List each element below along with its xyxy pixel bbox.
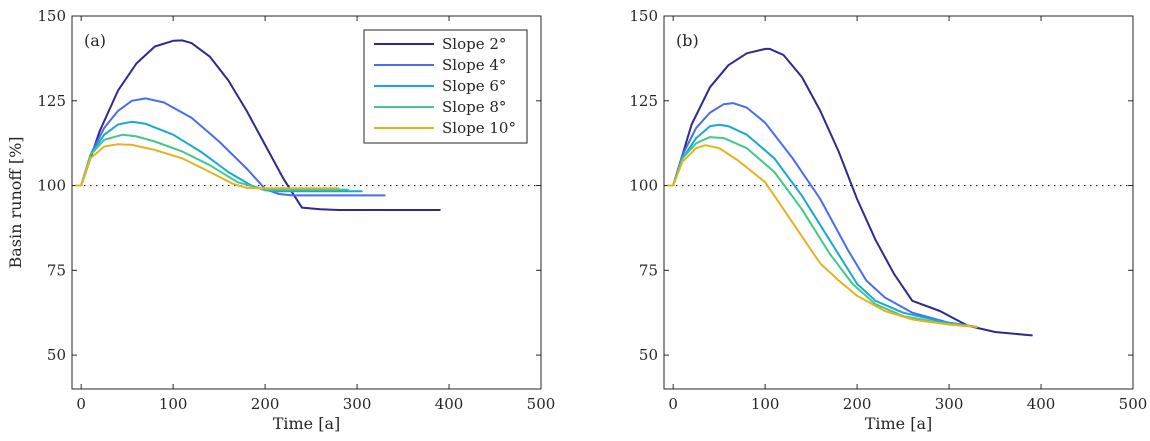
panel-label: (a) [84,31,106,50]
x-axis-label: Time [a] [273,414,341,433]
x-tick-label: 300 [343,395,372,413]
x-tick-label: 300 [935,395,964,413]
series-line-slope-4 [667,136,978,328]
y-tick-label: 125 [629,92,658,110]
x-tick-label: 0 [668,395,678,413]
x-tick-label: 0 [76,395,86,413]
x-axis-label: Time [a] [865,414,933,433]
legend-label: Slope 4° [442,56,506,74]
y-tick-label: 75 [47,261,66,279]
series-line-slope-1 [75,39,441,211]
x-tick-label: 500 [527,395,556,413]
panel-label: (b) [676,31,699,50]
y-axis-label: Basin runoff [%] [6,136,25,268]
x-tick-label: 200 [251,395,280,413]
x-tick-label: 200 [843,395,872,413]
plot-area [663,15,1134,390]
x-tick-label: 400 [435,395,464,413]
series-line-slope-5 [75,143,340,190]
panel-a: 0 100 200 300 400 500 50 75 100 125 150 Time [a] Bas… [6,7,555,433]
legend-label: Slope 10° [442,119,516,137]
x-tick-label: 100 [751,395,780,413]
y-tick-label: 150 [37,7,66,25]
legend-label: Slope 6° [442,77,506,95]
y-tick-label: 100 [37,177,66,195]
series-line-slope-3 [667,123,978,328]
y-tick-label: 75 [639,261,658,279]
legend-label: Slope 8° [442,98,506,116]
legend-label: Slope 2° [442,35,506,53]
panel-b: 0 100 200 300 400 500 50 75 100 125 150 Time [a] (b) [629,7,1147,433]
y-tick-label: 50 [639,346,658,364]
x-tick-label: 100 [159,395,188,413]
y-tick-label: 125 [37,92,66,110]
series-line-slope-2 [667,102,978,328]
series-line-slope-5 [667,144,978,328]
y-tick-label: 50 [47,346,66,364]
y-tick-label: 100 [629,177,658,195]
y-tick-label: 150 [629,7,658,25]
x-tick-label: 500 [1119,395,1148,413]
legend: Slope 2° Slope 4° Slope 6° Slope 8° Slope 10… [363,29,528,144]
series-line-slope-1 [667,47,1033,337]
x-tick-label: 400 [1027,395,1056,413]
